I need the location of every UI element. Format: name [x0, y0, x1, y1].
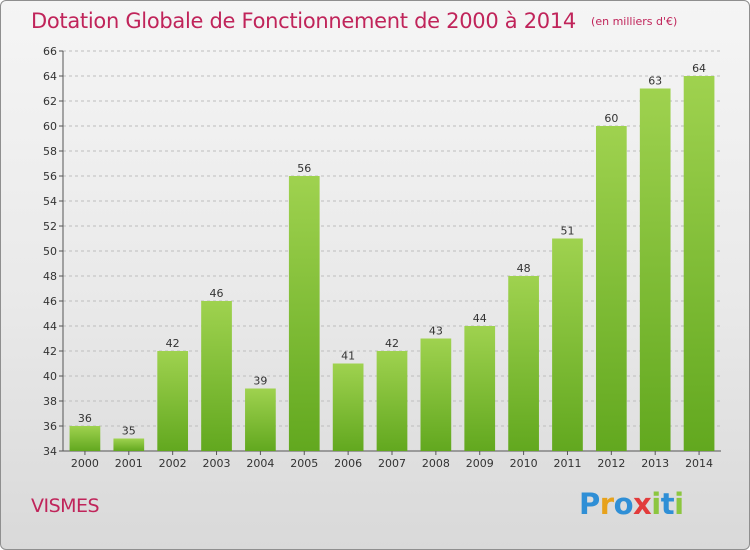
- logo-letter: o: [613, 487, 634, 521]
- bar-2007[interactable]: [376, 351, 408, 451]
- x-tick-label: 2005: [290, 457, 318, 470]
- y-tick-label: 38: [43, 395, 57, 408]
- bar-2011[interactable]: [552, 238, 583, 452]
- value-label-2001: 35: [122, 425, 136, 438]
- bar-2014[interactable]: [683, 76, 715, 451]
- commune-name: VISMES: [31, 495, 100, 517]
- bar-2000[interactable]: [69, 426, 101, 451]
- bar-2004[interactable]: [245, 388, 276, 452]
- x-tick-label: 2008: [422, 457, 450, 470]
- bar-2013[interactable]: [639, 88, 671, 452]
- value-label-2012: 60: [604, 112, 618, 125]
- logo-letter: P: [579, 487, 600, 521]
- y-tick-label: 58: [43, 145, 57, 158]
- bar-2009[interactable]: [464, 326, 496, 451]
- value-label-2010: 48: [517, 262, 531, 275]
- y-tick-label: 50: [43, 245, 57, 258]
- bar-2003[interactable]: [201, 301, 232, 451]
- y-tick-label: 42: [43, 345, 57, 358]
- value-labels: 36 35 42 46 39 56 41 42 43 44 48 51 60 63 64: [78, 62, 706, 438]
- value-label-2008: 43: [429, 325, 443, 338]
- value-label-2003: 46: [210, 287, 224, 300]
- value-label-2009: 44: [473, 312, 487, 325]
- chart-title: Dotation Globale de Fonctionnement de 20…: [31, 9, 576, 33]
- y-tick-label: 62: [43, 95, 57, 108]
- value-label-2006: 41: [341, 350, 355, 363]
- bars: [69, 76, 715, 452]
- y-tick-label: 66: [43, 45, 57, 58]
- x-tick-label: 2013: [641, 457, 669, 470]
- x-tick-label: 2011: [553, 457, 581, 470]
- value-label-2005: 56: [297, 162, 311, 175]
- x-tick-label: 2009: [466, 457, 494, 470]
- x-tick-label: 2003: [203, 457, 231, 470]
- value-label-2013: 63: [648, 75, 662, 88]
- bar-2002[interactable]: [157, 351, 189, 451]
- y-axis-ticks: 34 36 38 40 42 44 46 48 50 52 54 56 58 60 62 64 66: [43, 45, 63, 458]
- y-tick-label: 52: [43, 220, 57, 233]
- value-label-2004: 39: [253, 375, 267, 388]
- x-tick-label: 2001: [115, 457, 143, 470]
- logo-letter: i: [674, 487, 684, 521]
- title-row: Dotation Globale de Fonctionnement de 20…: [31, 9, 677, 33]
- y-tick-label: 36: [43, 420, 57, 433]
- value-label-2011: 51: [560, 225, 574, 238]
- y-tick-label: 34: [43, 445, 57, 458]
- x-tick-label: 2012: [597, 457, 625, 470]
- logo-letter: i: [651, 487, 661, 521]
- bar-2001[interactable]: [113, 438, 145, 452]
- logo-letter: t: [660, 487, 675, 521]
- x-tick-label: 2014: [685, 457, 713, 470]
- y-tick-label: 54: [43, 195, 57, 208]
- x-tick-label: 2002: [159, 457, 187, 470]
- value-label-2000: 36: [78, 412, 92, 425]
- logo-letter: x: [633, 487, 652, 521]
- x-tick-label: 2006: [334, 457, 362, 470]
- proxiti-logo[interactable]: Proxiti: [579, 487, 684, 521]
- logo-letter: r: [599, 487, 614, 521]
- x-tick-label: 2004: [246, 457, 274, 470]
- y-tick-label: 40: [43, 370, 57, 383]
- x-axis-ticks: 2000 2001 2002 2003 2004 2005 2006 2007 2008 2009…: [71, 451, 713, 470]
- bar-2005[interactable]: [288, 176, 320, 451]
- value-label-2014: 64: [692, 62, 706, 75]
- y-tick-label: 60: [43, 120, 57, 133]
- x-tick-label: 2000: [71, 457, 99, 470]
- y-tick-label: 56: [43, 170, 57, 183]
- x-tick-label: 2007: [378, 457, 406, 470]
- y-tick-label: 44: [43, 320, 57, 333]
- bar-2010[interactable]: [508, 276, 539, 451]
- bar-2006[interactable]: [332, 363, 364, 452]
- y-tick-label: 64: [43, 70, 57, 83]
- y-tick-label: 46: [43, 295, 57, 308]
- y-tick-label: 48: [43, 270, 57, 283]
- value-label-2002: 42: [166, 337, 180, 350]
- chart-unit: (en milliers d'€): [591, 15, 678, 28]
- value-label-2007: 42: [385, 337, 399, 350]
- bar-2008[interactable]: [420, 338, 452, 452]
- bar-2012[interactable]: [595, 126, 627, 451]
- x-tick-label: 2010: [510, 457, 538, 470]
